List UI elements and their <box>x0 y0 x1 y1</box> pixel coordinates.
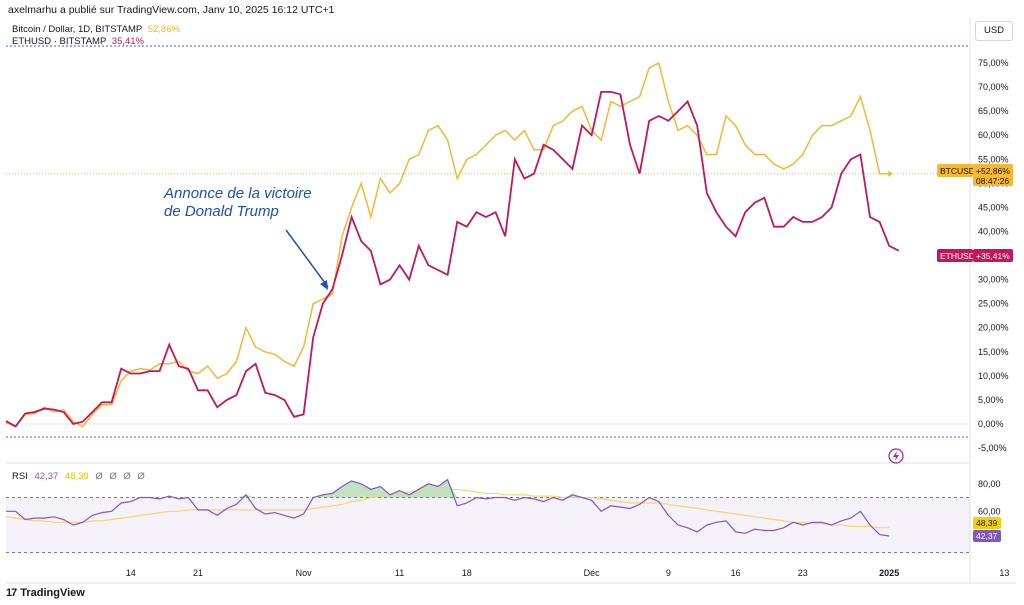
rsi-band <box>6 497 970 553</box>
eth-price-tag: ETHUSD +35,41% <box>937 249 1013 262</box>
rsi-ma-value: 48,39 <box>64 471 89 482</box>
rsi-tag-bg <box>973 530 1001 542</box>
x-tick-label: 9 <box>666 568 671 578</box>
rsi-ma-line <box>5 488 890 529</box>
x-tick-label: 2025 <box>879 568 899 578</box>
rsi-y-axis: 80,00 60,00 <box>978 479 1001 517</box>
rsi-y-tick-label: 80,00 <box>978 479 1001 489</box>
eth-tag-value-bg <box>973 249 1013 262</box>
y-tick-label: 45,00% <box>978 202 1009 212</box>
legend-eth-value: 35,41% <box>111 36 145 47</box>
y-tick-label: 0,00% <box>978 419 1004 429</box>
eth-tag-label: ETHUSD <box>940 251 975 261</box>
rsi-line <box>6 478 890 537</box>
tradingview-logo[interactable]: 17 TradingView <box>6 587 85 599</box>
annotation-arrow-head <box>320 280 328 290</box>
eth-tag-value: +35,41% <box>976 251 1010 261</box>
y-tick-label: 75,00% <box>978 58 1009 68</box>
x-axis: 14 21 Nov 11 18 Déc 9 16 23 2025 13 <box>126 568 1010 578</box>
y-tick-label: -5,00% <box>978 443 1007 453</box>
x-tick-label: 23 <box>798 568 808 578</box>
x-tick-label: 13 <box>999 568 1009 578</box>
currency-button[interactable]: USD <box>975 21 1013 41</box>
x-tick-label: 18 <box>462 568 472 578</box>
lightning-icon[interactable] <box>888 448 904 464</box>
y-tick-label: 15,00% <box>978 347 1009 357</box>
rsi-ma-tag: 48,39 <box>976 518 998 528</box>
y-axis: 75,00%70,00%65,00%60,00%55,00%50,00%45,0… <box>978 58 1009 453</box>
y-tick-label: 25,00% <box>978 299 1009 309</box>
x-tick-label: 16 <box>731 568 741 578</box>
rsi-tags: 48,39 42,37 <box>973 517 1001 542</box>
y-tick-label: 20,00% <box>978 323 1009 333</box>
btc-series-line <box>5 61 890 428</box>
legend-eth[interactable]: ETHUSD · BITSTAMP 35,41% <box>12 36 144 47</box>
btc-tag-value: +52,86% <box>976 166 1010 176</box>
rsi-extra-3: Ø <box>123 471 131 482</box>
x-tick-label: 14 <box>126 568 136 578</box>
rsi-label: RSI <box>12 471 28 482</box>
x-tick-label: 21 <box>193 568 203 578</box>
rsi-legend[interactable]: RSI 42,37 48,39 Ø Ø Ø Ø <box>12 471 149 482</box>
tradingview-logo-icon: 17 <box>6 587 17 599</box>
y-tick-label: 55,00% <box>978 154 1009 164</box>
annotation-arrow-line <box>285 229 329 288</box>
x-tick-label: Déc <box>584 568 601 578</box>
y-tick-label: 5,00% <box>978 395 1004 405</box>
eth-series-line <box>5 91 900 428</box>
legend-eth-name: ETHUSD · BITSTAMP <box>12 36 107 47</box>
btc-tag-countdown: 08:47:26 <box>976 176 1009 186</box>
annotation-line-2: de Donald Trump <box>164 203 279 220</box>
legend-btc-value: 52,86% <box>147 24 180 35</box>
rsi-extra-1: Ø <box>95 471 103 482</box>
y-tick-label: 70,00% <box>978 82 1009 92</box>
y-tick-label: 10,00% <box>978 371 1009 381</box>
rsi-y-tick-label: 60,00 <box>978 506 1001 516</box>
btc-price-tag: BTCUSD +52,86% 08:47:26 <box>937 164 1013 186</box>
y-tick-label: 30,00% <box>978 275 1009 285</box>
rsi-extra-4: Ø <box>137 471 145 482</box>
x-tick-label: Nov <box>296 568 313 578</box>
rsi-ma-tag-bg <box>973 517 1001 529</box>
rsi-overbought-fill <box>159 479 582 498</box>
btc-tag-value-bg <box>973 164 1013 186</box>
legend-btc-name: Bitcoin / Dollar, 1D, BITSTAMP <box>12 24 143 35</box>
y-tick-label: 40,00% <box>978 226 1009 236</box>
lightning-icon-bolt <box>893 451 899 461</box>
annotation-line-1: Annonce de la victoire <box>163 185 312 202</box>
btc-tag-label: BTCUSD <box>940 166 975 176</box>
eth-tag-label-bg <box>937 249 973 262</box>
x-tick-label: 11 <box>395 568 404 578</box>
btc-tag-label-bg <box>937 164 973 177</box>
publisher-line: axelmarhu a publié sur TradingView.com, … <box>8 4 335 16</box>
y-tick-label: 65,00% <box>978 106 1009 116</box>
rsi-tag: 42,37 <box>976 531 998 541</box>
y-tick-label: 60,00% <box>978 130 1009 140</box>
btc-end-arrow <box>888 170 894 177</box>
rsi-extra-2: Ø <box>109 471 117 482</box>
legend-btc[interactable]: Bitcoin / Dollar, 1D, BITSTAMP 52,86% <box>12 24 180 35</box>
rsi-value: 42,37 <box>34 471 59 482</box>
tradingview-logo-text: TradingView <box>20 587 85 599</box>
